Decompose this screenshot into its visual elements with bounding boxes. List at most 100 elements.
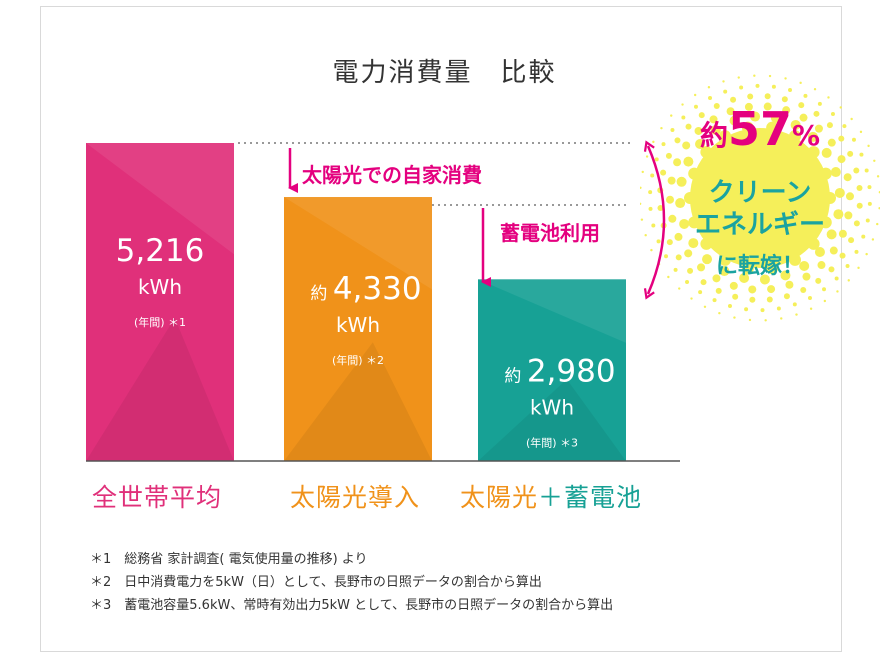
burst-dot xyxy=(684,192,696,204)
burst-dot xyxy=(802,272,811,281)
burst-dot xyxy=(673,158,682,167)
burst-dot xyxy=(698,290,703,295)
burst-dot xyxy=(766,121,779,134)
burst-dot xyxy=(795,313,798,316)
burst-dot xyxy=(813,88,817,91)
burst-dot xyxy=(767,285,776,294)
burst-dot xyxy=(853,167,860,174)
burst-dot xyxy=(684,249,693,258)
burst-dot xyxy=(697,263,706,272)
burst-dot xyxy=(681,115,686,120)
bar-note-1: (年間) ＊2 xyxy=(332,353,384,367)
burst-dot xyxy=(833,209,844,220)
annotation-battery-use: 蓄電池利用 xyxy=(500,221,600,245)
burst-dot xyxy=(687,267,694,274)
burst-dot xyxy=(867,201,872,206)
footnote-3: ＊3 蓄電池容量5.6kW、常時有効出力5kW として、長野市の日照データの割合… xyxy=(90,598,614,613)
burst-dot xyxy=(707,86,711,89)
burst-dot xyxy=(827,138,836,147)
burst-dot xyxy=(844,211,853,220)
burst-dot xyxy=(865,218,870,223)
bar-0 xyxy=(86,143,234,461)
burst-dot xyxy=(675,198,686,209)
burst-dot xyxy=(792,302,797,307)
burst-dot xyxy=(675,254,682,261)
burst-dot xyxy=(656,239,661,244)
burst-dot xyxy=(838,135,845,142)
bar-value-prefix-1: 約 xyxy=(310,284,332,304)
burst-dot xyxy=(785,280,794,289)
burst-dot xyxy=(688,167,701,180)
burst-dot xyxy=(676,176,687,187)
burst-dot xyxy=(709,115,718,124)
burst-dot xyxy=(678,287,681,290)
burst-dot xyxy=(817,261,826,270)
burst-dot xyxy=(876,175,880,178)
bar-value-label-1: 約 4,330 xyxy=(310,271,421,307)
burst-dot xyxy=(766,296,773,303)
burst-dot xyxy=(679,218,690,229)
burst-dot xyxy=(871,238,875,241)
burst-dot xyxy=(702,254,713,265)
burst-dot xyxy=(730,96,737,103)
category-part-plus: ＋ xyxy=(538,483,565,512)
bar-value-label-0: 5,216 xyxy=(116,233,205,269)
footnotes: ＊1 総務省 家計調査( 電気使用量の推移) より ＊2 日中消費電力を5kW（… xyxy=(90,548,613,617)
chart-title: 電力消費量 比較 xyxy=(332,58,557,88)
burst-dot xyxy=(641,170,644,174)
burst-dot xyxy=(719,253,731,266)
burst-dot xyxy=(865,252,868,256)
burst-dot xyxy=(847,150,854,157)
burst-dot xyxy=(834,187,845,198)
burst-dot xyxy=(741,121,754,134)
burst-dot xyxy=(640,186,642,189)
burst-dot xyxy=(842,124,847,129)
burst-dot xyxy=(864,168,869,173)
burst-dot xyxy=(828,266,835,273)
bar-value-number-2: 2,980 xyxy=(527,353,616,389)
bar-facet2-2 xyxy=(478,379,626,461)
burst-dot xyxy=(661,142,666,147)
burst-dot xyxy=(763,102,772,111)
burst-dot xyxy=(856,202,863,209)
burst-dot xyxy=(713,103,720,110)
bar-value-number-0: 5,216 xyxy=(116,233,205,269)
burst-dot xyxy=(682,141,691,150)
burst-dot xyxy=(681,103,684,106)
burst-dot xyxy=(703,305,707,308)
burst-dot xyxy=(819,216,832,229)
bar-value-prefix-2: 約 xyxy=(504,366,526,386)
burst-dot xyxy=(710,124,721,135)
burst-dot xyxy=(700,146,713,159)
burst-dot xyxy=(733,316,736,319)
burst-dot xyxy=(640,218,644,221)
burst-dot xyxy=(830,167,841,178)
burst-dot xyxy=(660,126,663,130)
burst-dot xyxy=(807,237,820,250)
burst-dot xyxy=(823,299,827,303)
burst-dot xyxy=(780,270,791,281)
burst-dot xyxy=(776,306,781,311)
burst-dot xyxy=(729,281,738,290)
burst-dot xyxy=(744,307,749,312)
burst-dot xyxy=(843,173,852,182)
bar-facet2-0 xyxy=(86,317,234,461)
burst-dot xyxy=(845,192,854,201)
burst-dot xyxy=(685,123,692,130)
burst-dot xyxy=(826,229,837,240)
burst-dot xyxy=(693,93,697,97)
burst-dot xyxy=(839,252,846,259)
burst-dot xyxy=(845,263,850,268)
footnote-2: ＊2 日中消費電力を5kW（日）として、長野市の日照データの割合から算出 xyxy=(90,575,542,590)
burst-dot xyxy=(859,152,864,157)
badge-prefix: 約 xyxy=(699,119,728,152)
burst-dot xyxy=(744,102,753,111)
burst-dot xyxy=(755,83,760,88)
burst-dot xyxy=(698,112,705,119)
burst-dot xyxy=(873,159,876,162)
burst-dot xyxy=(789,130,801,143)
burst-dot xyxy=(666,239,673,246)
burst-dot xyxy=(670,114,673,117)
burst-dot xyxy=(837,155,846,164)
bar-value-number-1: 4,330 xyxy=(333,271,422,307)
